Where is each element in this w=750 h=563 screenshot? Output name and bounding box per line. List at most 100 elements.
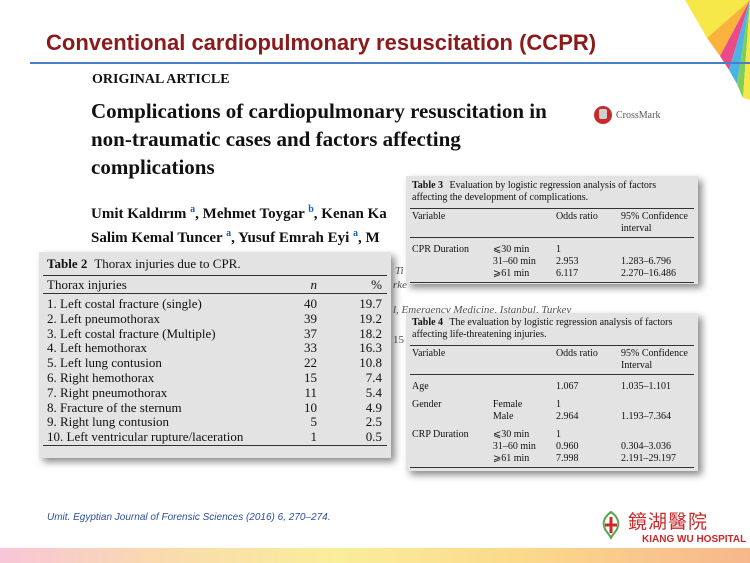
column-header: Odds ratio (555, 211, 598, 222)
table-cell: 5. Left lung contusion (47, 355, 162, 371)
table-row: 4. Left hemothorax 33 16.3 (43, 341, 387, 356)
affiliation-marker: a (353, 228, 358, 239)
table-header-row: Variable Odds ratio 95% Confidence Inter… (410, 345, 694, 375)
table-cell: 2.953 (555, 256, 579, 267)
table-cell: 1 (555, 429, 561, 440)
author-name: Umit Kaldırım (91, 206, 191, 222)
table-row: 1. Left costal fracture (single) 40 19.7 (43, 296, 387, 312)
table-cell: 1 (555, 244, 561, 255)
table-cell: CRP Duration (412, 429, 469, 440)
table-cell: 1. Left costal fracture (single) (47, 296, 202, 311)
table-cell: Female (492, 399, 523, 410)
citation-text: Umit. Egyptian Journal of Forensic Scien… (47, 512, 331, 523)
partial-affiliation-text: rke (393, 279, 408, 291)
table-cell: 0.304–3.036 (621, 441, 672, 452)
column-header: 95% Confidence interval (621, 211, 688, 234)
table-row: Gender Female 1 (410, 399, 694, 411)
table-row: 2. Left pneumothorax 39 19.2 (43, 310, 387, 327)
table-4-life-threatening-factors: Table 4 The evaluation by logistic regre… (406, 313, 698, 471)
table-cell: 1 (555, 399, 561, 410)
table-cell: 0.960 (555, 441, 579, 452)
table-cell: 7. Right pneumothorax (47, 384, 168, 400)
table-cell: 19.2 (359, 310, 382, 326)
table-row: 31–60 min 2.953 1.283–6.796 (410, 256, 694, 268)
table-3-complication-factors: Table 3 Evaluation by logistic regressio… (406, 176, 698, 284)
table-label: Table 3 (412, 180, 444, 191)
column-header: % (371, 276, 382, 292)
table-caption: Table 2 Thorax injuries due to CPR. (39, 256, 391, 271)
table-row: 6. Right hemothorax 15 7.4 (43, 369, 387, 386)
table-cell: 19.7 (359, 296, 382, 311)
column-header: Odds ratio (555, 348, 598, 359)
table-cell: Gender (412, 399, 442, 410)
table-cell: 16.3 (359, 340, 382, 356)
table-cell: 6. Right hemothorax (47, 369, 155, 385)
table-cell: 39 (304, 310, 317, 326)
table-row: Male 2.964 1.193–7.364 (410, 411, 694, 423)
table-cell: 5 (310, 414, 318, 430)
table-body: CPR Duration ⩽30 min 1 31–60 min 2.953 1.283–… (410, 244, 694, 283)
hospital-logo: 鏡湖醫院 KIANG WU HOSPITAL (598, 505, 746, 550)
table-cell (493, 381, 556, 393)
table-cell: ⩾61 min (492, 453, 530, 464)
table-cell: 0.5 (365, 429, 382, 445)
table-cell: 15 (304, 369, 317, 385)
author-name: , Yusuf Emrah Eyi (231, 230, 353, 246)
table-row: ⩾61 min 7.998 2.191–29.197 (410, 453, 694, 465)
crossmark-icon (594, 106, 612, 124)
crossmark-label: CrossMark (616, 109, 661, 121)
column-header: 95% Confidence Interval (621, 348, 688, 371)
table-cell: 4.9 (365, 399, 382, 415)
partial-affiliation-text: Ti (395, 265, 404, 277)
table-row: 10. Left ventricular rupture/laceration 1… (43, 429, 387, 445)
table-cell: 8. Fracture of the sternum (47, 399, 182, 415)
table-row: 5. Left lung contusion 22 10.8 (43, 355, 387, 371)
table-row: ⩾61 min 6.117 2.270–16.486 (410, 268, 694, 280)
column-header: Thorax injuries (47, 276, 127, 292)
table-caption-text: Evaluation by logistic regression analys… (412, 180, 657, 203)
table-cell (412, 453, 493, 465)
decorative-rainbow-fan (685, 0, 750, 100)
table-header-row: Variable Odds ratio 95% Confidence inter… (410, 208, 694, 238)
table-cell (412, 411, 493, 423)
table-cell: 11 (304, 384, 317, 400)
affiliation-marker: a (190, 204, 196, 215)
table-caption-text: The evaluation by logistic regression an… (412, 317, 673, 340)
table-cell: Male (492, 411, 514, 422)
table-label: Table 2 (47, 256, 88, 271)
table-row: CRP Duration ⩽30 min 1 (410, 429, 694, 441)
column-header: Variable (412, 348, 446, 359)
table-label: Table 4 (412, 317, 444, 328)
table-cell: 33 (304, 340, 317, 356)
authors-line-2: Salim Kemal Tuncer a, Yusuf Emrah Eyi a,… (91, 224, 387, 248)
table-cell: 10.8 (359, 355, 382, 371)
table-row: 31–60 min 0.960 0.304–3.036 (410, 441, 694, 453)
table-body: 1. Left costal fracture (single) 40 19.7 2.… (43, 294, 387, 446)
table-cell: 7.4 (365, 369, 382, 385)
table-cell: 31–60 min (492, 256, 536, 267)
table-cell: CPR Duration (412, 244, 469, 255)
table-cell: 1.035–1.101 (621, 381, 672, 392)
table-cell: 1.067 (555, 381, 579, 392)
authors-line-1: Umit Kaldırım a, Mehmet Toygar b, Kenan … (91, 200, 387, 224)
table-row: Age 1.067 1.035–1.101 (410, 381, 694, 393)
author-name: , Mehmet Toygar (195, 206, 309, 222)
table-cell (621, 429, 692, 441)
affiliation-marker: b (308, 204, 314, 215)
table-row: 9. Right lung contusion 5 2.5 (43, 415, 387, 430)
table-cell: ⩽30 min (492, 244, 530, 255)
table-cell: 2.270–16.486 (621, 268, 677, 279)
table-cell (412, 256, 493, 268)
title-divider (30, 62, 750, 64)
author-name: , Kenan Ka (313, 206, 387, 222)
table-cell: 2. Left pneumothorax (47, 310, 160, 326)
table-caption: Table 3 Evaluation by logistic regressio… (410, 180, 694, 204)
table-cell (621, 244, 692, 256)
crossmark-badge: CrossMark (594, 104, 660, 126)
table-cell: 1.193–7.364 (621, 411, 672, 422)
table-cell: 3. Left costal fracture (Multiple) (47, 325, 216, 341)
table-cell: 1.283–6.796 (621, 256, 672, 267)
table-cell: 5.4 (365, 384, 382, 400)
affiliation-marker: a (226, 228, 232, 239)
table-cell (412, 268, 493, 280)
